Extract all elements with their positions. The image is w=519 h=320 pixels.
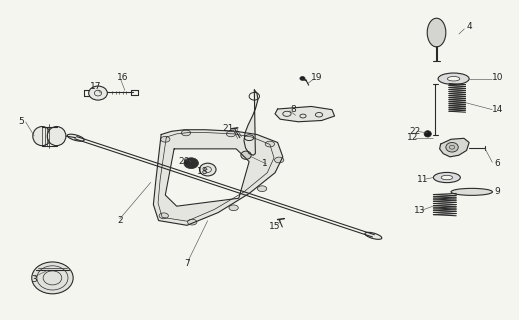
Ellipse shape: [181, 130, 190, 136]
Text: 21: 21: [223, 124, 234, 132]
Ellipse shape: [424, 131, 431, 137]
Ellipse shape: [199, 163, 216, 176]
Ellipse shape: [187, 219, 197, 225]
Text: 15: 15: [269, 222, 281, 231]
Text: 3: 3: [32, 275, 37, 284]
Text: 6: 6: [495, 159, 500, 168]
Ellipse shape: [433, 172, 460, 183]
Text: 10: 10: [492, 73, 503, 82]
Text: 22: 22: [409, 127, 420, 136]
Ellipse shape: [229, 205, 238, 211]
Ellipse shape: [441, 175, 453, 180]
Ellipse shape: [32, 262, 73, 294]
Text: 13: 13: [414, 206, 426, 215]
Text: 12: 12: [406, 133, 418, 142]
Text: 5: 5: [19, 117, 24, 126]
Ellipse shape: [89, 86, 107, 100]
Ellipse shape: [241, 151, 251, 159]
Text: 20: 20: [179, 157, 190, 166]
Ellipse shape: [33, 126, 51, 146]
Polygon shape: [244, 90, 258, 155]
Text: 7: 7: [184, 259, 190, 268]
Ellipse shape: [161, 136, 170, 142]
Text: 2: 2: [117, 216, 122, 225]
Ellipse shape: [427, 18, 446, 47]
Polygon shape: [275, 107, 335, 122]
Text: 18: 18: [197, 167, 208, 176]
Ellipse shape: [265, 141, 275, 147]
Ellipse shape: [184, 158, 198, 169]
Ellipse shape: [159, 213, 168, 219]
Ellipse shape: [365, 232, 382, 239]
Polygon shape: [165, 149, 249, 206]
Ellipse shape: [438, 73, 469, 84]
Ellipse shape: [300, 76, 305, 80]
Ellipse shape: [447, 76, 460, 81]
Ellipse shape: [226, 131, 236, 137]
Ellipse shape: [67, 134, 84, 141]
Text: 14: 14: [492, 105, 503, 114]
Polygon shape: [440, 138, 469, 157]
Text: 17: 17: [90, 82, 101, 91]
Text: 8: 8: [290, 105, 296, 114]
Ellipse shape: [257, 186, 267, 192]
Text: 19: 19: [311, 73, 322, 82]
Polygon shape: [154, 130, 283, 225]
Text: 11: 11: [417, 175, 428, 184]
Ellipse shape: [446, 142, 458, 152]
Text: 16: 16: [117, 73, 128, 82]
Ellipse shape: [275, 157, 284, 163]
Text: 4: 4: [466, 22, 472, 31]
Ellipse shape: [47, 126, 66, 146]
Text: 1: 1: [262, 159, 268, 168]
Text: 9: 9: [495, 188, 500, 196]
Ellipse shape: [451, 188, 493, 196]
